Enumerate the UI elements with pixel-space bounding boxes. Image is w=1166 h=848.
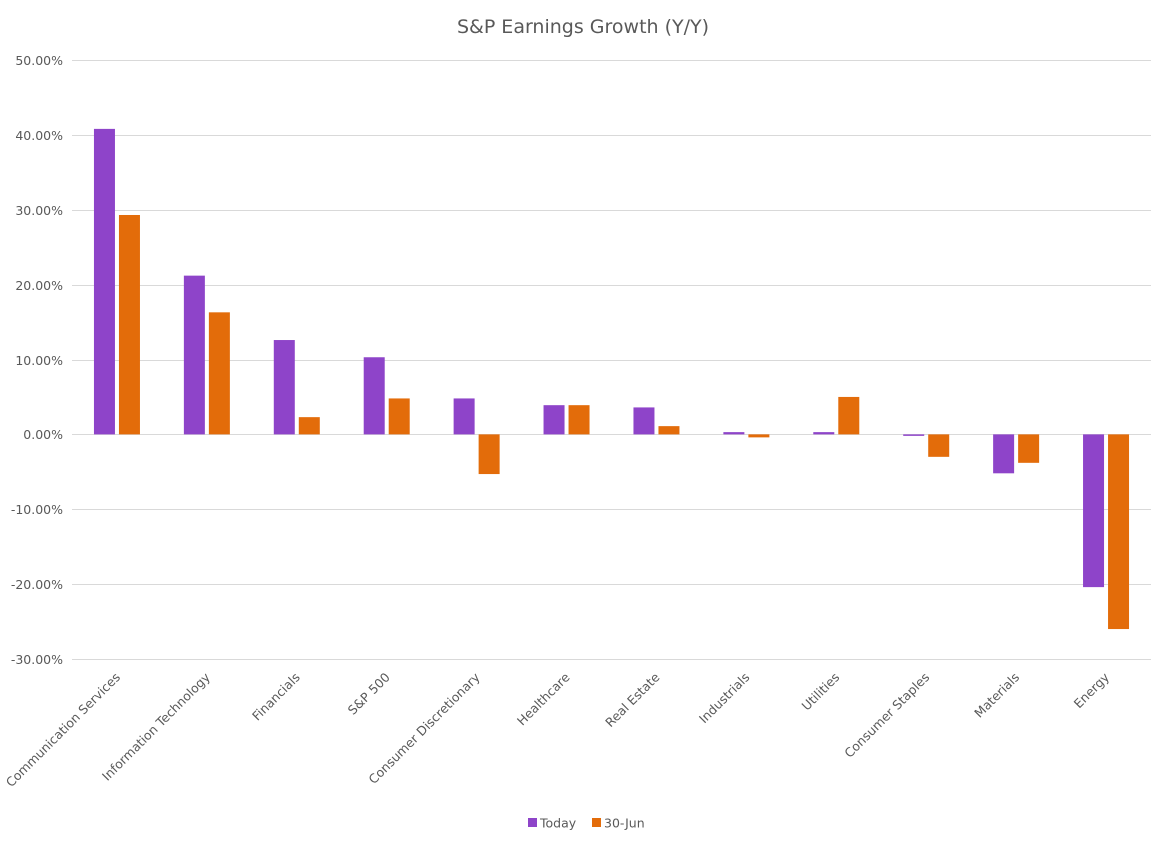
legend-label-today: Today <box>539 816 577 831</box>
bar-today <box>273 340 295 435</box>
bar-30-jun <box>478 434 500 475</box>
bar-today <box>993 434 1015 474</box>
bar-today <box>813 432 835 435</box>
bar-today <box>183 275 205 435</box>
bar-30-jun <box>748 434 770 438</box>
bar-today <box>903 434 925 436</box>
chart-title: S&P Earnings Growth (Y/Y) <box>457 16 709 38</box>
bar-30-jun <box>298 417 320 435</box>
bar-today <box>93 128 115 435</box>
x-tick-label: Utilities <box>799 670 843 714</box>
bar-30-jun <box>568 405 590 435</box>
bar-30-jun <box>118 214 140 435</box>
y-tick-label: 10.00% <box>15 353 63 368</box>
legend-swatch-30-jun <box>592 818 601 827</box>
bar-today <box>453 398 475 435</box>
y-tick-label: 40.00% <box>15 128 63 143</box>
y-tick-label: 50.00% <box>15 53 63 68</box>
gridlines <box>72 60 1151 660</box>
y-axis-tick-labels: 50.00% 40.00% 30.00% 20.00% 10.00% 0.00% -10.0… <box>11 53 63 667</box>
bars <box>93 128 1130 630</box>
legend-swatch-today <box>528 818 537 827</box>
x-tick-label: Consumer Staples <box>841 670 932 761</box>
x-tick-label: Energy <box>1071 669 1113 711</box>
y-tick-label: -30.00% <box>11 652 63 667</box>
x-tick-label: S&P 500 <box>345 669 393 717</box>
bar-today <box>543 405 565 435</box>
bar-30-jun <box>658 426 680 435</box>
x-tick-label: Real Estate <box>602 669 663 730</box>
legend: Today 30-Jun <box>528 816 645 831</box>
y-tick-label: 20.00% <box>15 278 63 293</box>
y-tick-label: 0.00% <box>23 427 63 442</box>
y-tick-label: -10.00% <box>11 502 63 517</box>
bar-today <box>723 432 745 435</box>
bar-30-jun <box>388 398 410 435</box>
y-tick-label: -20.00% <box>11 577 63 592</box>
bar-today <box>1083 434 1105 588</box>
y-tick-label: 30.00% <box>15 203 63 218</box>
bar-30-jun <box>928 434 950 457</box>
x-tick-label: Financials <box>249 670 303 724</box>
x-tick-label: Healthcare <box>514 669 573 728</box>
bar-30-jun <box>1018 434 1040 463</box>
bar-30-jun <box>838 396 860 435</box>
bar-today <box>363 357 385 435</box>
bar-30-jun <box>1108 434 1130 630</box>
x-tick-label: Industrials <box>696 670 753 727</box>
bar-today <box>633 407 655 435</box>
bar-30-jun <box>208 312 230 435</box>
x-tick-label: Materials <box>971 670 1022 721</box>
legend-label-30-jun: 30-Jun <box>604 816 645 831</box>
